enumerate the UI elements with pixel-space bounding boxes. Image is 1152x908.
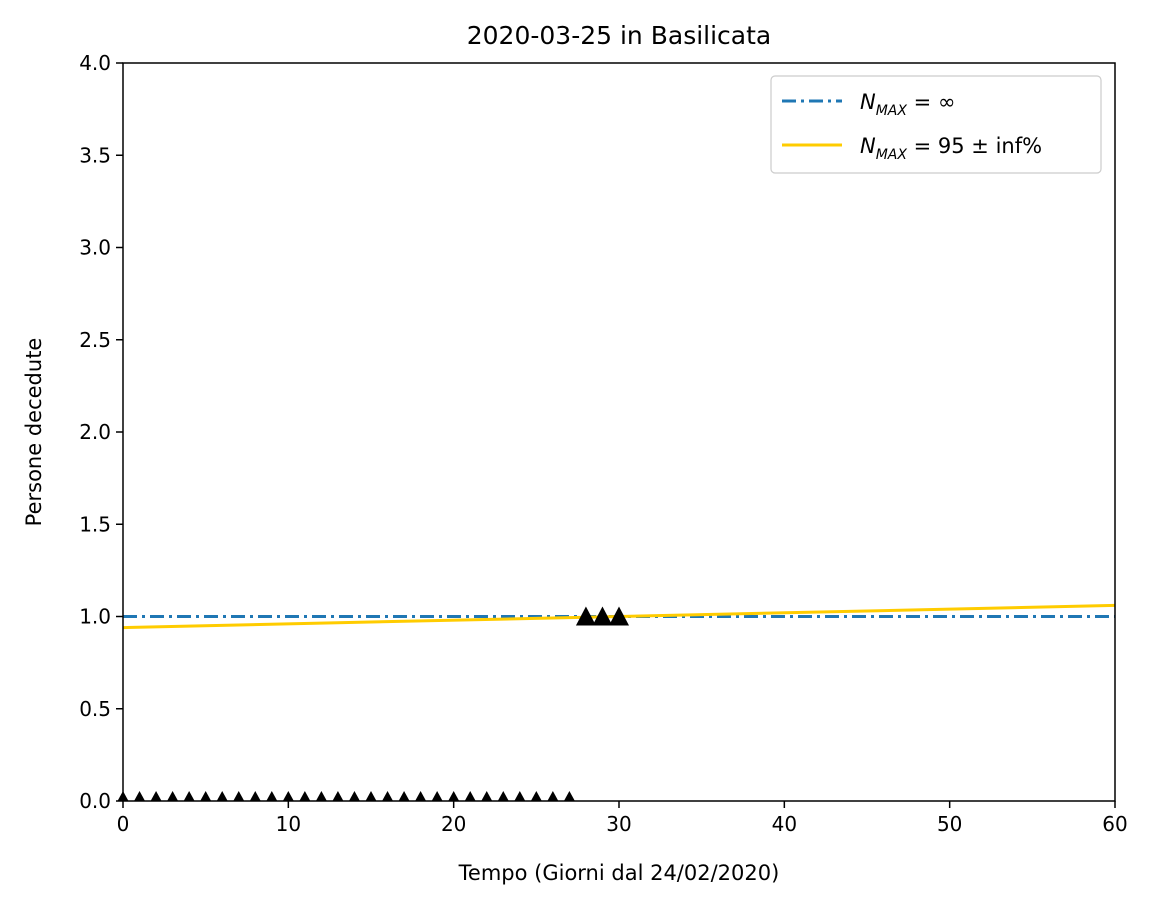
data-point-marker: [415, 791, 427, 801]
data-point-marker: [563, 791, 575, 801]
data-point-marker: [282, 791, 294, 801]
axes-frame: [122, 62, 1116, 802]
legend-box: [770, 75, 1102, 174]
y-tick-label: 0.5: [79, 697, 111, 721]
data-point-marker: [481, 791, 493, 801]
legend: NMAX = ∞ NMAX = 95 ± inf%: [770, 75, 1102, 174]
y-tick-label: 2.5: [79, 328, 111, 352]
data-point-marker: [332, 791, 344, 801]
plot-area: [117, 603, 1116, 801]
axis-ticks: 0 10 20 30 40 50 60 0.0 0.5 1.0 1.5 2.0 2.5 3.0 3.5 4.0: [79, 51, 1128, 836]
data-point-marker: [365, 791, 377, 801]
data-point-marker: [382, 791, 394, 801]
data-point-marker: [348, 791, 360, 801]
data-point-marker: [200, 791, 212, 801]
data-point-marker: [216, 791, 228, 801]
x-tick-label: 60: [1102, 812, 1127, 836]
x-tick-label: 0: [117, 812, 130, 836]
data-point-marker: [592, 606, 613, 626]
x-tick-label: 10: [276, 812, 301, 836]
x-tick-label: 30: [606, 812, 631, 836]
data-point-marker: [431, 791, 443, 801]
y-tick-label: 1.0: [79, 605, 111, 629]
data-point-marker: [448, 791, 460, 801]
chart-title: 2020-03-25 in Basilicata: [467, 21, 772, 50]
data-point-marker: [167, 791, 179, 801]
x-tick-label: 50: [937, 812, 962, 836]
x-tick-label: 40: [772, 812, 797, 836]
data-point-marker: [134, 791, 146, 801]
y-tick-label: 2.0: [79, 420, 111, 444]
data-point-marker: [299, 791, 311, 801]
data-point-marker: [609, 606, 629, 626]
y-axis-label: Persone decedute: [22, 338, 46, 527]
legend-label-nmax-95: NMAX = 95 ± inf%: [860, 134, 1042, 163]
y-tick-label: 0.0: [79, 789, 111, 813]
data-point-marker: [530, 791, 542, 801]
data-point-marker: [233, 791, 245, 801]
data-point-marker: [266, 791, 278, 801]
data-point-marker: [249, 791, 261, 801]
y-tick-label: 4.0: [79, 51, 111, 75]
data-point-marker: [398, 791, 410, 801]
y-tick-label: 1.5: [79, 512, 111, 536]
legend-label-nmax-inf: NMAX = ∞: [860, 90, 955, 119]
data-point-marker: [497, 791, 509, 801]
y-tick-label: 3.5: [79, 143, 111, 167]
data-point-marker: [547, 791, 559, 801]
data-point-marker: [315, 791, 327, 801]
data-point-marker: [575, 606, 596, 626]
x-tick-label: 20: [441, 812, 466, 836]
data-point-marker: [150, 791, 162, 801]
data-point-marker: [464, 791, 476, 801]
y-tick-label: 3.0: [79, 236, 111, 260]
data-point-marker: [514, 791, 526, 801]
data-point-marker: [183, 791, 195, 801]
x-axis-label: Tempo (Giorni dal 24/02/2020): [458, 861, 780, 885]
